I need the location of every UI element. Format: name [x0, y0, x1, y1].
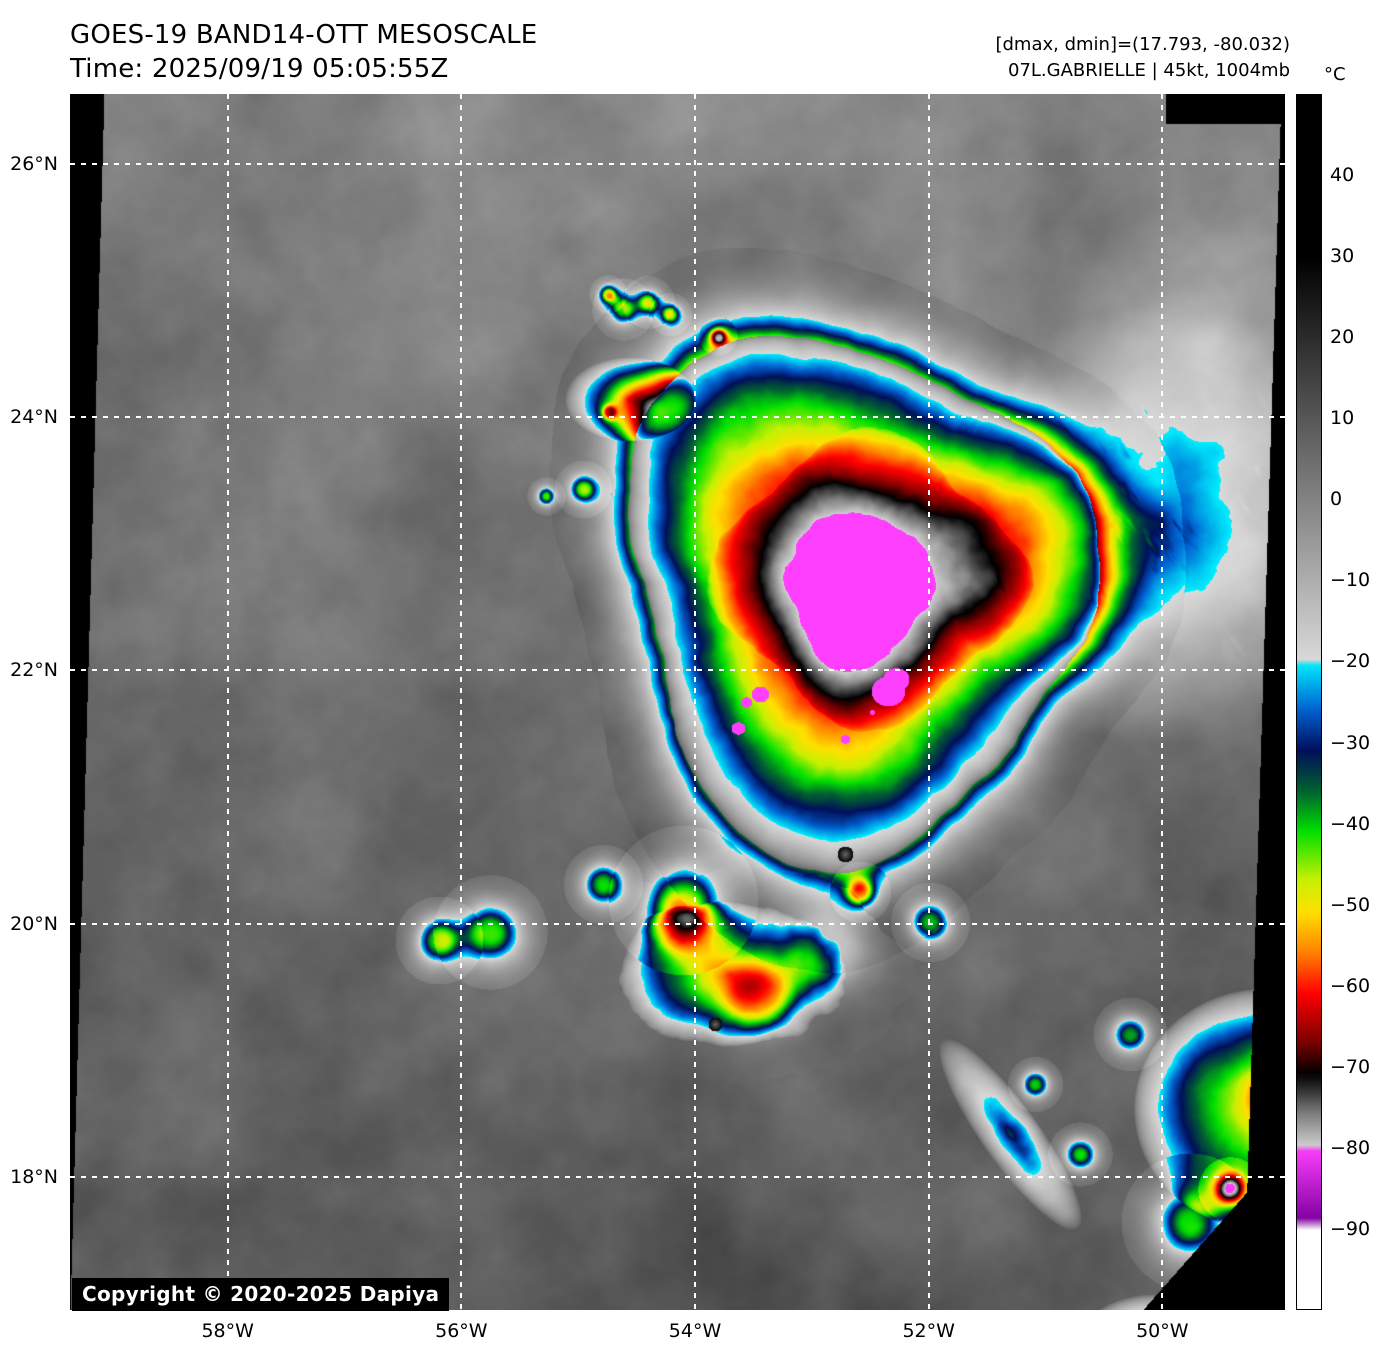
colorbar-tick-7: −30 — [1330, 731, 1371, 754]
colorbar-unit-label: °C — [1324, 64, 1346, 85]
colorbar-tick-4: 0 — [1330, 488, 1343, 511]
dminmax-text: [dmax, dmin]=(17.793, -80.032) — [995, 34, 1290, 55]
temperature-colorbar[interactable] — [1296, 94, 1322, 1310]
gridline-lat-0 — [70, 162, 1285, 165]
gridline-lat-4 — [70, 1176, 1285, 1178]
gridline-lat-2 — [70, 669, 1285, 672]
colorbar-gradient — [1296, 94, 1322, 1310]
lat-tick-label-3: 20°N — [10, 912, 58, 935]
infrared-satellite-image — [70, 94, 1285, 1310]
colorbar-tick-1: 30 — [1330, 245, 1355, 268]
gridline-lon-1 — [460, 94, 463, 1310]
title-line: GOES-19 BAND14-OTT MESOSCALE — [70, 20, 538, 50]
gridline-lon-3 — [927, 94, 930, 1310]
colorbar-tick-5: −10 — [1330, 569, 1371, 592]
colorbar-tick-11: −70 — [1330, 1055, 1371, 1078]
colorbar-tick-9: −50 — [1330, 893, 1371, 916]
lon-tick-label-4: 50°W — [1136, 1320, 1189, 1342]
storm-info-text: 07L.GABRIELLE | 45kt, 1004mb — [1008, 59, 1290, 81]
lon-tick-label-2: 54°W — [668, 1320, 722, 1342]
lat-tick-label-0: 26°N — [10, 152, 58, 175]
gridline-lat-1 — [70, 416, 1285, 418]
colorbar-tick-3: 10 — [1330, 407, 1355, 430]
satellite-image-panel[interactable] — [70, 94, 1285, 1310]
colorbar-tick-8: −40 — [1330, 812, 1371, 835]
colorbar-tick-6: −20 — [1330, 650, 1371, 673]
lat-tick-label-4: 18°N — [10, 1166, 58, 1188]
colorbar-tick-0: 40 — [1330, 164, 1355, 187]
lat-tick-label-2: 22°N — [10, 659, 58, 682]
colorbar-tick-12: −80 — [1330, 1136, 1371, 1159]
gridline-lat-3 — [70, 922, 1285, 925]
lon-tick-label-0: 58°W — [201, 1320, 254, 1342]
colorbar-tick-13: −90 — [1330, 1217, 1371, 1240]
copyright-notice: Copyright © 2020-2025 Dapiya — [72, 1278, 450, 1311]
colorbar-tick-2: 20 — [1330, 326, 1355, 349]
gridline-lon-2 — [694, 94, 697, 1310]
metadata-block: [dmax, dmin]=(17.793, -80.032) 07L.GABRI… — [995, 32, 1290, 83]
gridline-lon-4 — [1161, 94, 1164, 1310]
time-line: Time: 2025/09/19 05:05:55Z — [70, 54, 449, 85]
lon-tick-label-3: 52°W — [902, 1320, 955, 1342]
page-title: GOES-19 BAND14-OTT MESOSCALE Time: 2025/… — [70, 18, 537, 87]
gridline-lon-0 — [226, 94, 229, 1310]
lon-tick-label-1: 56°W — [435, 1320, 488, 1342]
lat-tick-label-1: 24°N — [10, 406, 58, 428]
colorbar-tick-10: −60 — [1330, 974, 1371, 997]
